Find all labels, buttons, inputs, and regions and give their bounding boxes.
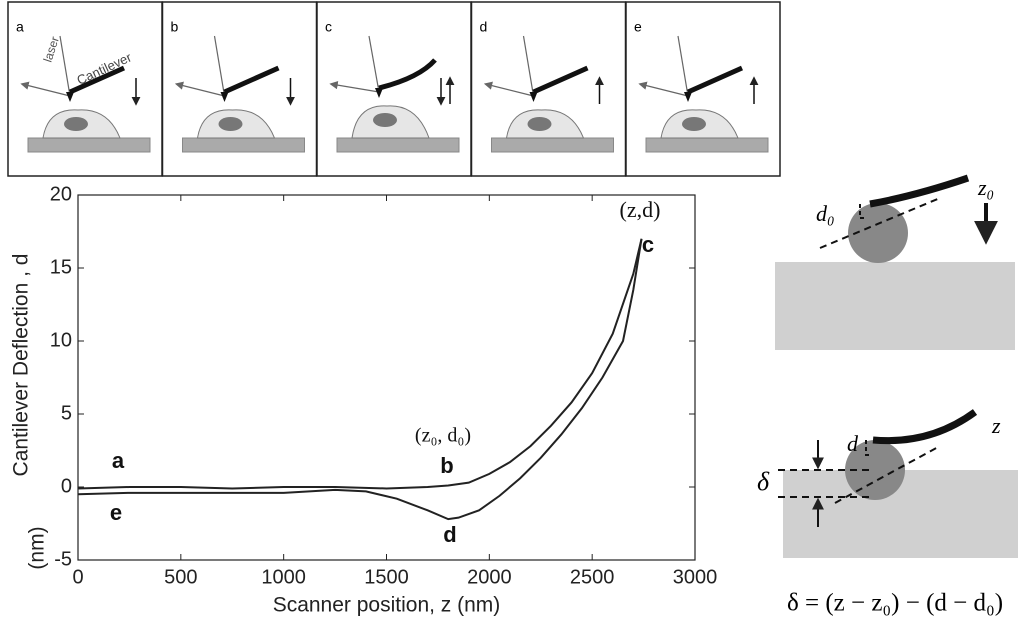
x-tick-label: 1000 — [261, 566, 306, 588]
y-tick-label: 20 — [50, 183, 72, 205]
substrate — [645, 137, 769, 153]
x-tick-label: 3000 — [673, 566, 718, 588]
annotation: b — [440, 453, 453, 478]
cell — [845, 440, 905, 500]
cantilever — [869, 174, 970, 208]
laser — [59, 35, 71, 97]
curve — [77, 238, 643, 521]
laser — [368, 35, 380, 93]
z-label: z — [991, 413, 1001, 438]
panel-label: a — [16, 19, 24, 35]
nucleus — [64, 117, 88, 131]
y-tick-label: 15 — [50, 256, 72, 278]
formula: δ = (z − z₀) − (d − d₀) — [787, 590, 1003, 617]
panel-label: c — [325, 19, 332, 35]
y-axis-label: Cantilever Deflection , d — [10, 254, 33, 477]
x-axis-label: Scanner position, z (nm) — [273, 594, 501, 617]
annotation: c — [642, 232, 654, 257]
cantilever — [872, 409, 978, 445]
x-tick-label: 500 — [164, 566, 197, 588]
chart: 0 500 1000 1500 2000 2500 3000-505101520Scanne… — [10, 183, 718, 616]
delta-label: δ — [757, 467, 770, 496]
annotation: (z₀, d₀) — [415, 425, 471, 447]
d0-label: d₀ — [816, 201, 835, 226]
cantilever — [68, 65, 126, 95]
cantilever — [378, 58, 437, 91]
tip — [375, 88, 383, 98]
laser — [213, 35, 226, 97]
laser — [522, 35, 535, 97]
tip — [865, 440, 872, 456]
tip — [529, 92, 538, 102]
annotation: a — [112, 448, 125, 473]
annotation: d — [443, 522, 456, 547]
cantilever — [686, 65, 744, 95]
laser-reflection — [638, 81, 689, 97]
laser-reflection — [174, 81, 225, 97]
laser-reflection — [483, 81, 534, 97]
nucleus — [682, 117, 706, 131]
laser — [677, 35, 689, 97]
nucleus — [527, 117, 552, 131]
x-tick-label: 2000 — [467, 566, 512, 588]
curve — [77, 238, 643, 490]
substrate — [491, 137, 614, 153]
annotation: e — [110, 500, 122, 525]
tip — [66, 92, 74, 102]
laser-reflection — [329, 80, 380, 93]
x-tick-label: 2500 — [570, 566, 615, 588]
y-tick-label: 0 — [61, 475, 72, 497]
substrate — [27, 137, 151, 153]
nucleus — [218, 117, 243, 131]
y-tick-label: 5 — [61, 402, 72, 424]
dashed-line — [834, 445, 941, 504]
tip — [684, 92, 692, 102]
y-tick-label: 10 — [50, 329, 72, 351]
y-axis-label: (nm) — [26, 526, 49, 569]
tip — [859, 204, 866, 219]
panel-label: b — [171, 19, 179, 35]
cantilever — [532, 65, 589, 95]
laser-reflection — [20, 81, 71, 97]
cantilever — [223, 65, 280, 95]
d-label: d — [847, 431, 859, 456]
tip — [220, 92, 229, 102]
dashed-line — [819, 197, 941, 249]
substrate — [336, 137, 460, 153]
panel-label: e — [634, 19, 642, 35]
substrate — [182, 137, 305, 153]
y-tick-label: -5 — [54, 548, 72, 570]
substrate — [775, 262, 1015, 350]
nucleus — [373, 113, 397, 127]
x-tick-label: 0 — [72, 566, 83, 588]
diagrams: d₀ z₀ δ d z δ = (z − z₀) − (d − d₀) — [757, 174, 1018, 617]
annotation: (z,d) — [620, 197, 661, 222]
panel-label: d — [480, 19, 488, 35]
x-tick-label: 1500 — [364, 566, 409, 588]
z0-label: z₀ — [977, 175, 994, 200]
